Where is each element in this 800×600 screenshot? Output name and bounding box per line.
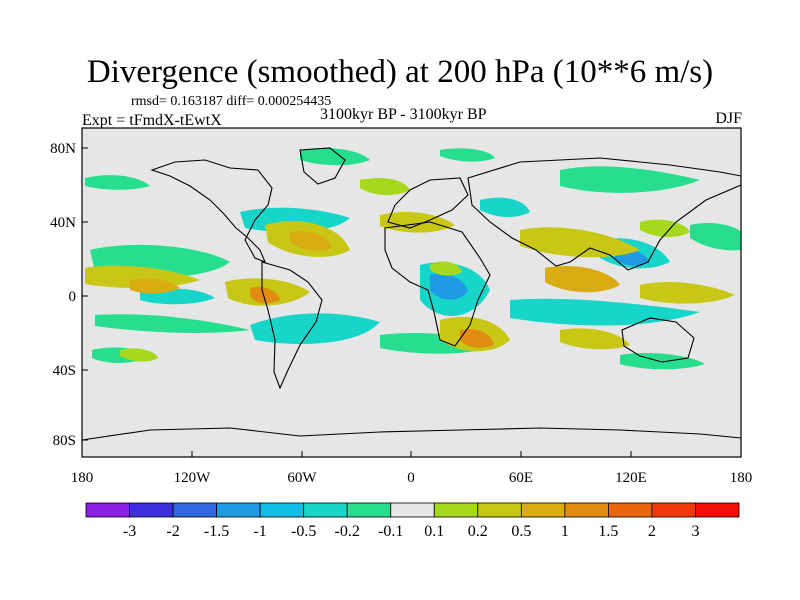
- field-blob: [250, 313, 380, 345]
- period-label: 3100kyr BP - 3100kyr BP: [320, 106, 487, 123]
- field-blob: [430, 261, 462, 276]
- coast-antarctica: [82, 427, 741, 441]
- lon-label: 0: [407, 470, 415, 486]
- lon-ticks: 180 120W 60W 0 60E 120E 180: [71, 451, 753, 486]
- field-blob: [560, 166, 700, 193]
- colorbar-swatch: [651, 502, 696, 518]
- field-blob: [290, 230, 332, 251]
- colorbar-swatch: [129, 502, 174, 518]
- experiment-label: Expt = tFmdX-tEwtX: [82, 112, 222, 129]
- divergence-field: [85, 148, 741, 370]
- colorbar-label: -3: [123, 523, 136, 540]
- field-blob: [690, 222, 741, 251]
- coast-europe: [387, 177, 469, 229]
- lat-label: 40S: [53, 363, 76, 379]
- colorbar-swatch: [172, 502, 217, 518]
- colorbar-label: -0.2: [335, 523, 360, 540]
- lon-label: 60E: [509, 470, 533, 486]
- colorbar-swatch: [346, 502, 392, 518]
- colorbar-swatch: [259, 502, 305, 518]
- season-label: DJF: [715, 110, 742, 127]
- lat-ticks: 80N 40N 0 40S 80S: [50, 141, 88, 449]
- field-blob: [640, 281, 735, 304]
- colorbar-label: 0.1: [424, 523, 444, 540]
- field-blob: [95, 314, 250, 333]
- lat-label: 80S: [53, 433, 76, 449]
- colorbar-swatch: [608, 502, 653, 518]
- coast-greenland: [299, 147, 346, 185]
- colorbar: -3 -2 -1.5 -1 -0.5 -0.2 -0.1 0.1 0.2 0.5 1 1.5 2 3: [85, 502, 740, 540]
- colorbar-swatch: [520, 502, 566, 518]
- field-blob: [300, 148, 370, 166]
- coast-australia: [621, 317, 695, 363]
- lon-label: 60W: [287, 470, 317, 486]
- colorbar-label: 2: [648, 523, 656, 540]
- coast-africa: [384, 221, 491, 347]
- colorbar-label: 0.5: [511, 523, 531, 540]
- colorbar-swatch: [303, 502, 348, 518]
- lat-label: 0: [69, 289, 77, 305]
- colorbar-swatch: [477, 502, 522, 518]
- colorbar-label: 1: [561, 523, 569, 540]
- lat-label: 80N: [50, 141, 76, 157]
- lon-label: 180: [730, 470, 753, 486]
- colorbar-swatch: [695, 502, 740, 518]
- lon-label: 180: [71, 470, 94, 486]
- field-blob: [250, 286, 280, 304]
- colorbar-swatch: [390, 502, 435, 518]
- field-blob: [440, 148, 495, 162]
- field-blob: [640, 219, 690, 238]
- colorbar-label: -2: [166, 523, 179, 540]
- coast-asia: [467, 157, 741, 271]
- field-blob: [520, 227, 640, 258]
- colorbar-swatch: [216, 502, 261, 518]
- field-blob: [85, 175, 150, 190]
- lon-label: 120W: [174, 470, 212, 486]
- field-blob: [480, 197, 530, 218]
- coast-south-america: [261, 261, 323, 390]
- colorbar-swatch: [433, 502, 479, 518]
- field-blob: [545, 265, 620, 293]
- field-blob: [620, 353, 705, 370]
- colorbar-label: 1.5: [598, 523, 618, 540]
- field-blob: [130, 278, 180, 294]
- coast-north-america: [150, 159, 273, 263]
- plot-title: Divergence (smoothed) at 200 hPa (10**6 …: [86, 54, 714, 90]
- coastlines: [82, 147, 741, 441]
- colorbar-label: -1.5: [204, 523, 229, 540]
- field-blob: [430, 273, 468, 300]
- field-blob: [360, 178, 410, 196]
- colorbar-label: -1: [253, 523, 266, 540]
- colorbar-label: -0.5: [291, 523, 316, 540]
- field-blob: [560, 328, 630, 350]
- colorbar-swatch: [85, 502, 130, 518]
- stats-label: rmsd= 0.163187 diff= 0.000254435: [131, 94, 332, 109]
- colorbar-label: 0.2: [468, 523, 488, 540]
- colorbar-label: -0.1: [378, 523, 403, 540]
- colorbar-label: 3: [691, 523, 699, 540]
- field-blob: [85, 265, 200, 289]
- field-blob: [120, 348, 158, 362]
- colorbar-swatch: [564, 502, 609, 518]
- field-blob: [460, 328, 494, 348]
- lon-label: 120E: [615, 470, 647, 486]
- lat-label: 40N: [50, 215, 76, 231]
